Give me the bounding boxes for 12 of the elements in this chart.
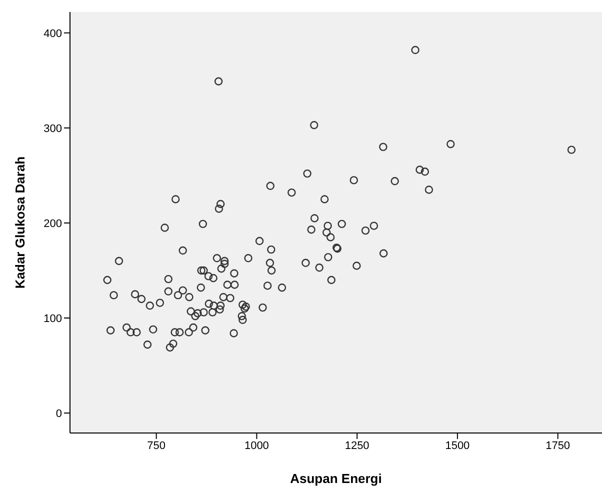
y-axis-title: Kadar Glukosa Darah (12, 156, 28, 289)
y-tick-label: 0 (56, 408, 62, 420)
y-tick-label: 200 (44, 218, 62, 230)
x-tick-label: 1250 (344, 440, 370, 452)
x-tick-label: 750 (147, 440, 166, 452)
x-tick-label: 1000 (244, 440, 269, 452)
x-tick-label: 1750 (546, 440, 570, 452)
y-tick-label: 400 (44, 28, 62, 40)
x-tick-label: 1500 (445, 440, 470, 452)
x-axis-title: Asupan Energi (290, 471, 382, 486)
y-tick-label: 100 (44, 312, 62, 325)
y-tick-label: 300 (44, 122, 62, 135)
